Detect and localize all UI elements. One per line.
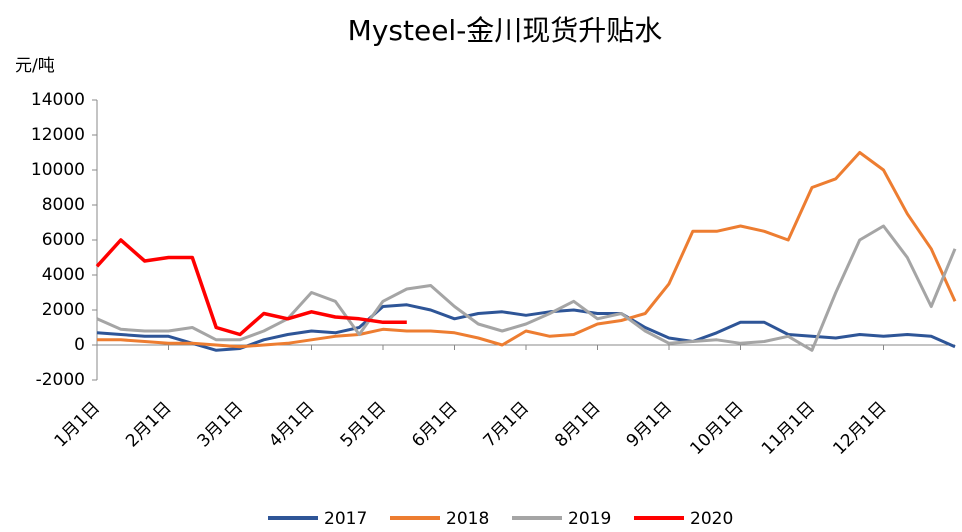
x-tick-label: 4月1日 (265, 398, 318, 451)
x-tick-label: 7月1日 (480, 398, 533, 451)
x-tick-label: 12月1日 (829, 398, 890, 459)
series-line (96, 224, 957, 352)
series-line (96, 303, 956, 352)
y-tick-label: -2000 (36, 370, 85, 390)
y-tick-label: 14000 (31, 90, 85, 110)
series-line (95, 238, 407, 337)
x-tick-label: 6月1日 (408, 398, 461, 451)
y-tick-label: 2000 (42, 300, 85, 320)
y-tick-label: 0 (74, 335, 85, 355)
x-tick-label: 1月1日 (51, 398, 104, 451)
x-tick-label: 9月1日 (623, 398, 676, 451)
legend-label: 2020 (690, 509, 733, 529)
x-tick-label: 11月1日 (758, 398, 819, 459)
y-tick-label: 6000 (42, 230, 85, 250)
legend-label: 2017 (324, 509, 367, 529)
y-axis-label: 元/吨 (15, 56, 55, 76)
y-tick-label: 10000 (31, 160, 85, 180)
x-tick-label: 10月1日 (686, 398, 747, 459)
x-tick-label: 8月1日 (551, 398, 604, 451)
legend-label: 2019 (568, 509, 611, 529)
y-tick-label: 4000 (42, 265, 85, 285)
x-tick-label: 5月1日 (337, 398, 390, 451)
x-tick-label: 3月1日 (194, 398, 247, 451)
y-tick-label: 8000 (42, 195, 85, 215)
legend-label: 2018 (446, 509, 489, 529)
y-tick-label: 12000 (31, 125, 85, 145)
series-line (97, 151, 957, 349)
chart-title: Mysteel-金川现货升贴水 (348, 14, 663, 47)
x-tick-label: 2月1日 (122, 398, 175, 451)
